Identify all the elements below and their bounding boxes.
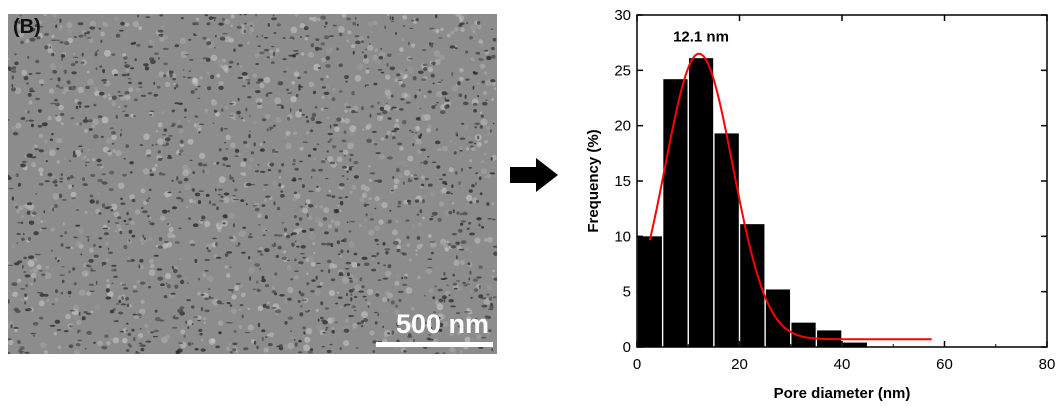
x-tick-label: 40: [834, 356, 851, 373]
x-tick-label: 0: [633, 356, 641, 373]
right-arrow-icon: [510, 158, 558, 192]
scale-bar-label: 500 nm: [395, 309, 489, 339]
micrograph-texture: [8, 14, 497, 354]
pore-size-histogram: 0 20 40 60 80 0 5 10 15 20 25 30 12.1 nm Pore diam…: [585, 7, 1056, 402]
sem-micrograph: (B) 500 nm: [8, 14, 497, 354]
panel-label: (B): [13, 16, 41, 38]
histogram-bar: [714, 133, 739, 347]
y-tick-label: 5: [623, 284, 631, 301]
histogram-bar: [842, 342, 867, 347]
y-axis-label: Frequency (%): [585, 129, 602, 232]
y-tick-label: 0: [623, 339, 631, 356]
y-tick-label: 25: [614, 62, 631, 79]
histogram-bar: [765, 289, 791, 347]
y-tick-label: 10: [614, 228, 631, 245]
peak-annotation: 12.1 nm: [673, 29, 729, 46]
y-tick-label: 20: [614, 118, 631, 135]
y-tick-label: 15: [614, 173, 631, 190]
histogram-bars: [637, 58, 867, 347]
y-axis-ticks: 0 5 10 15 20 25 30: [614, 7, 1047, 356]
histogram-bar: [688, 58, 714, 347]
x-axis-label: Pore diameter (nm): [774, 385, 911, 402]
y-tick-label: 30: [614, 7, 631, 24]
histogram-bar: [663, 79, 688, 347]
x-tick-label: 60: [936, 356, 953, 373]
scale-bar: [376, 342, 493, 347]
x-tick-label: 20: [731, 356, 748, 373]
x-axis-ticks: 0 20 40 60 80: [633, 15, 1056, 373]
x-tick-label: 80: [1039, 356, 1056, 373]
gaussian-fit-curve: [648, 52, 932, 341]
